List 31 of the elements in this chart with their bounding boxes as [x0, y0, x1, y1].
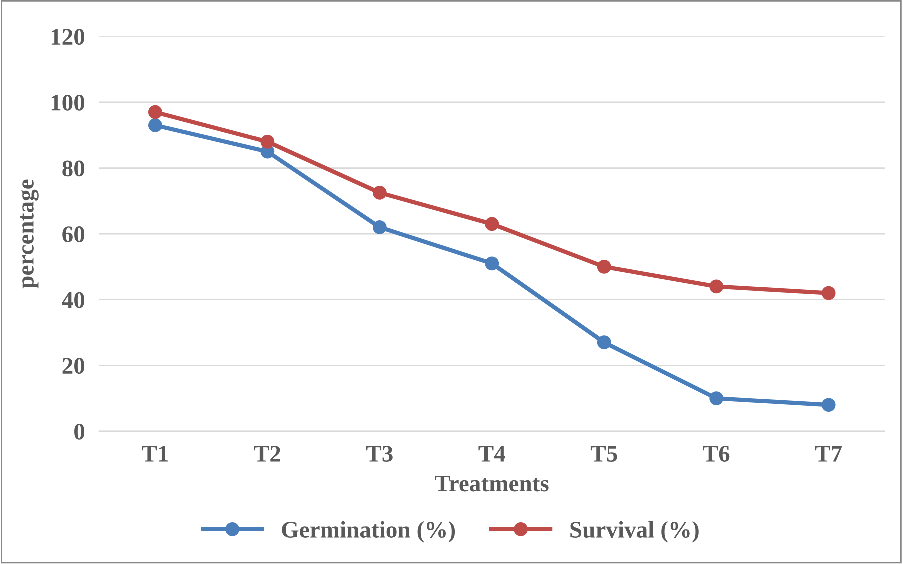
y-axis-title: percentage — [20, 180, 39, 289]
point — [597, 336, 612, 350]
point — [148, 118, 162, 132]
point — [822, 398, 836, 412]
x-tick-label: T4 — [478, 446, 506, 462]
x-tick-label: T5 — [590, 446, 618, 462]
point — [372, 186, 387, 200]
point — [148, 105, 162, 120]
point — [710, 280, 724, 294]
x-tick-label: T1 — [142, 446, 168, 462]
y-tick-label: 40 — [62, 292, 85, 308]
y-tick-label: 80 — [62, 160, 85, 177]
x-tick-label: T6 — [703, 446, 730, 462]
point — [710, 392, 724, 406]
y-tick-label: 120 — [52, 29, 85, 46]
point — [260, 134, 275, 149]
x-tick-label: T2 — [254, 446, 280, 462]
point — [485, 217, 500, 232]
legend-label: Germination (%) — [282, 521, 456, 543]
point — [597, 260, 612, 274]
point — [485, 256, 500, 271]
x-axis-title: Treatments — [435, 476, 549, 492]
x-tick-label: T3 — [366, 446, 393, 462]
y-tick-label: 60 — [62, 226, 85, 242]
y-tick-label: 20 — [62, 358, 85, 374]
y-tick-label: 100 — [52, 94, 85, 111]
legend-label: Survival (%) — [570, 521, 699, 543]
point — [822, 286, 836, 300]
y-tick-label: 0 — [74, 424, 85, 440]
x-tick-label: T7 — [815, 446, 842, 462]
point — [372, 220, 387, 234]
